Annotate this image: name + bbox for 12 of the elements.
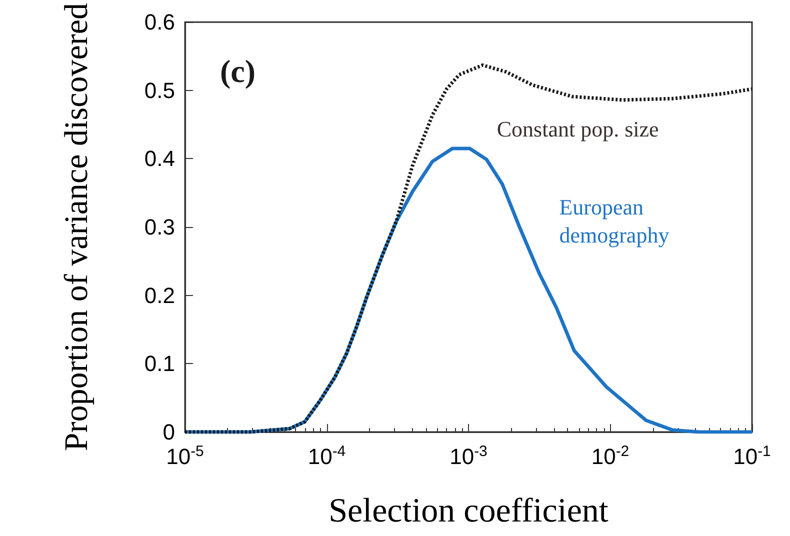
y-axis-title: Proportion of variance discovered [59,2,95,452]
annotation: (c) [220,53,256,89]
series-label: Constant pop. size [496,116,659,142]
y-tick-label: 0.4 [144,146,175,172]
series-label: European demography [559,194,670,248]
y-tick-label: 0.2 [144,282,175,308]
x-axis-title: Selection coefficient [328,492,609,530]
y-tick-label: 0.6 [144,10,175,35]
y-tick-label: 0.5 [144,78,175,103]
y-tick-label: 0.3 [144,214,175,240]
y-tick-label: 0.1 [144,351,175,376]
y-tick-label: 0 [162,420,175,444]
